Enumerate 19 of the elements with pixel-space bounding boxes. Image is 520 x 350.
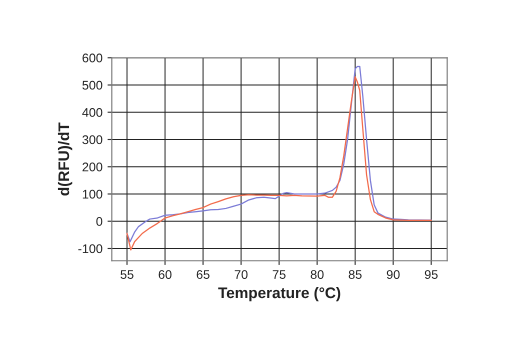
x-tick-label: 80 — [310, 270, 324, 279]
x-tick-label: 55 — [120, 270, 134, 279]
y-tick-label: 100 — [82, 190, 102, 199]
x-tick-label: 90 — [386, 270, 400, 279]
y-tick-label: 600 — [82, 54, 102, 62]
x-axis-title: Temperature (°C) — [218, 286, 340, 302]
y-tick-label: 400 — [82, 108, 102, 117]
y-tick-label: 300 — [82, 135, 102, 144]
x-tick-label: 65 — [196, 270, 210, 279]
x-tick-label: 85 — [348, 270, 362, 279]
y-axis-title: d(RFU)/dT — [58, 122, 72, 196]
y-tick-label: -100 — [78, 244, 102, 254]
x-tick-label: 95 — [424, 270, 438, 279]
y-tick-label: 200 — [82, 162, 102, 172]
x-tick-label: 75 — [272, 270, 286, 279]
y-tick-label: 500 — [82, 80, 102, 90]
x-tick-label: 60 — [158, 270, 172, 279]
x-tick-label: 70 — [234, 270, 248, 279]
y-tick-label: 0 — [96, 217, 102, 226]
